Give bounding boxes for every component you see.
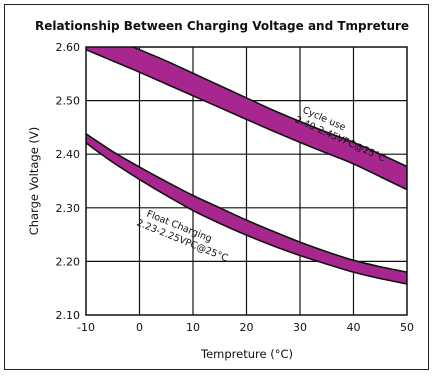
y-tick-label: 2.50 — [56, 95, 81, 108]
bands-layer — [86, 47, 407, 285]
y-tick-label: 2.20 — [56, 255, 81, 268]
x-tick-label: 0 — [136, 321, 143, 334]
y-tick-label: 2.30 — [56, 202, 81, 215]
chart-title: Relationship Between Charging Voltage an… — [35, 19, 409, 33]
x-tick-label: 30 — [293, 321, 307, 334]
x-tick-label: 20 — [240, 321, 254, 334]
y-tick-label: 2.40 — [56, 148, 81, 161]
float-charging-band — [86, 132, 407, 285]
cycle-use-band — [86, 47, 407, 191]
chart-frame — [4, 4, 429, 370]
x-tick-label: 50 — [400, 321, 414, 334]
x-tick-label: -10 — [77, 321, 95, 334]
x-tick-label: 10 — [186, 321, 200, 334]
y-axis-label: Charge Voltage (V) — [27, 127, 41, 236]
x-tick-label: 40 — [347, 321, 361, 334]
y-tick-label: 2.60 — [56, 41, 81, 54]
plot-border — [85, 46, 408, 316]
grid-lines — [86, 47, 407, 315]
y-tick-label: 2.10 — [56, 309, 81, 322]
y-tick-labels: 2.10 2.20 2.30 2.40 2.50 2.60 — [56, 41, 81, 322]
x-tick-labels: -10 0 10 20 30 40 50 — [77, 321, 414, 334]
x-axis-label: Tempreture (°C) — [200, 347, 293, 361]
